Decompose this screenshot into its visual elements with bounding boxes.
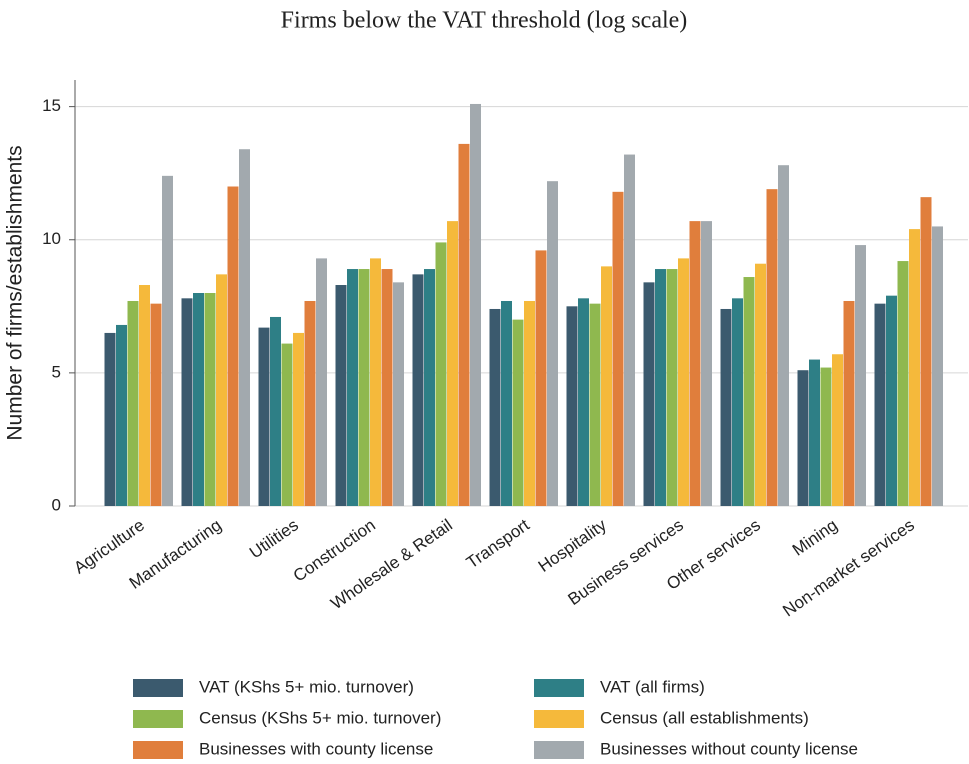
bar <box>701 221 712 507</box>
bar <box>678 258 689 506</box>
bar <box>524 300 535 506</box>
bar <box>547 181 558 507</box>
bar <box>358 269 370 506</box>
bar <box>743 277 755 506</box>
y-tick-label: 0 <box>52 495 61 514</box>
bar <box>489 308 501 506</box>
legend-swatch <box>133 679 183 697</box>
chart-title: Firms below the VAT threshold (log scale… <box>281 8 688 34</box>
bar <box>689 221 701 507</box>
bar <box>458 143 470 506</box>
bar <box>778 165 789 506</box>
bar <box>624 154 635 507</box>
bar <box>855 245 866 506</box>
legend-label: Businesses with county license <box>199 739 433 758</box>
x-tick-label: Mining <box>789 515 841 559</box>
y-tick-label: 10 <box>42 229 61 248</box>
bar <box>227 186 239 506</box>
bar <box>832 354 843 506</box>
bar <box>281 343 293 506</box>
bar <box>535 250 547 506</box>
bar <box>270 316 281 506</box>
bar <box>578 298 589 506</box>
legend-label: Census (KShs 5+ mio. turnover) <box>199 708 441 727</box>
bar <box>370 258 381 506</box>
bar <box>820 367 832 506</box>
bar <box>424 269 435 506</box>
bar <box>809 359 820 506</box>
bar <box>932 226 943 506</box>
bar <box>886 295 897 506</box>
bar <box>920 197 932 506</box>
bar <box>193 293 204 506</box>
x-tick-label: Utilities <box>246 515 302 562</box>
bar <box>335 285 347 506</box>
bar <box>258 327 270 506</box>
bar <box>589 303 601 506</box>
bar <box>655 269 666 506</box>
bar <box>447 221 458 507</box>
x-tick-label: Agriculture <box>70 515 147 577</box>
bar <box>216 274 227 506</box>
bar <box>304 300 316 506</box>
legend-swatch <box>534 710 584 728</box>
x-tick-label: Non-market services <box>779 515 918 620</box>
bar <box>293 332 304 506</box>
bar <box>797 370 809 506</box>
bar <box>435 242 447 506</box>
bar <box>909 229 920 506</box>
bar <box>666 269 678 506</box>
legend-label: VAT (all firms) <box>600 677 705 696</box>
legend-swatch <box>534 741 584 759</box>
x-tick-label: Transport <box>463 515 533 572</box>
legend-swatch <box>534 679 584 697</box>
y-tick-label: 15 <box>42 96 61 115</box>
y-tick-label: 5 <box>52 362 61 381</box>
bar <box>204 293 216 506</box>
bar <box>150 303 162 506</box>
bar <box>897 261 909 506</box>
legend-label: Businesses without county license <box>600 739 858 758</box>
bar <box>116 324 127 506</box>
bar <box>643 282 655 506</box>
bar <box>381 269 393 506</box>
bar <box>470 103 481 507</box>
bar <box>127 300 139 506</box>
bar <box>162 175 173 506</box>
legend-label: Census (all establishments) <box>600 708 809 727</box>
bar <box>239 149 250 506</box>
bar <box>512 319 524 506</box>
bar <box>412 274 424 506</box>
bar <box>843 300 855 506</box>
bar <box>612 191 624 506</box>
bar <box>566 306 578 506</box>
legend-swatch <box>133 741 183 759</box>
bar <box>393 282 404 506</box>
bar <box>347 269 358 506</box>
legend-label: VAT (KShs 5+ mio. turnover) <box>199 677 414 696</box>
legend-swatch <box>133 710 183 728</box>
bar <box>601 266 612 506</box>
bar <box>732 298 743 506</box>
bar <box>720 308 732 506</box>
bar <box>501 300 512 506</box>
bar <box>874 303 886 506</box>
x-tick-label: Hospitality <box>535 515 611 576</box>
bar <box>104 332 116 506</box>
bar <box>139 285 150 506</box>
bar <box>316 258 327 506</box>
bar <box>766 189 778 506</box>
y-axis-label: Number of firms/establishments <box>4 145 27 440</box>
bar <box>181 298 193 506</box>
bar <box>755 263 766 506</box>
